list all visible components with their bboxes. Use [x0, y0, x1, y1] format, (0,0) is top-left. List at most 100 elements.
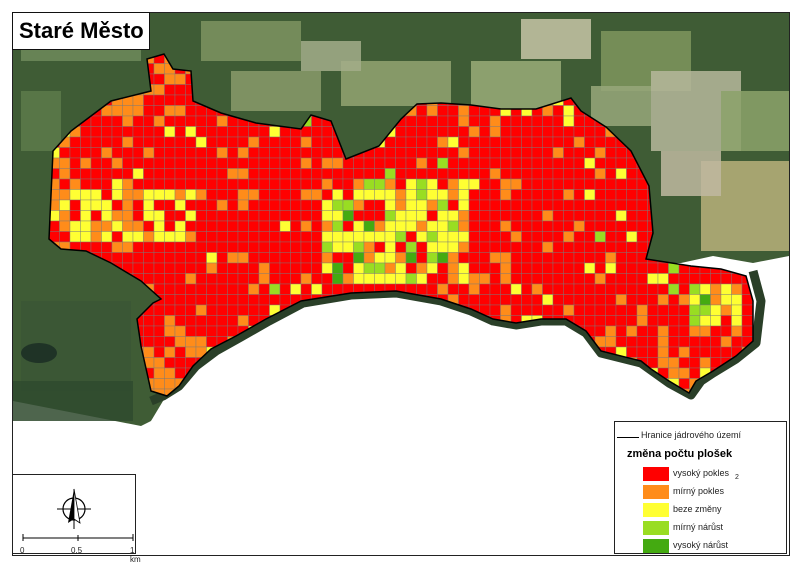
grid-cell: [594, 199, 606, 211]
grid-cell: [405, 273, 417, 285]
grid-cell: [290, 220, 302, 232]
grid-cell: [636, 294, 648, 306]
grid-cell: [416, 252, 428, 264]
legend-swatch: [643, 503, 669, 517]
grid-cell: [573, 136, 585, 148]
grid-cell: [248, 178, 260, 190]
grid-cell: [626, 304, 638, 316]
grid-cell: [426, 199, 438, 211]
grid-cell: [500, 262, 512, 274]
grid-cell: [626, 252, 638, 264]
grid-cell: [269, 189, 281, 201]
grid-cell: [132, 115, 144, 127]
grid-cell: [500, 294, 512, 306]
grid-cell: [626, 231, 638, 243]
grid-cell: [321, 126, 333, 138]
grid-cell: [185, 252, 197, 264]
grid-cell: [563, 199, 575, 211]
grid-cell: [279, 283, 291, 295]
grid-cell: [227, 294, 239, 306]
grid-cell: [122, 147, 134, 159]
scale-bar: [22, 534, 134, 541]
grid-cell: [626, 178, 638, 190]
grid-cell: [510, 168, 522, 180]
grid-cell: [248, 252, 260, 264]
grid-cell: [468, 168, 480, 180]
grid-cell: [710, 304, 722, 316]
grid-cell: [279, 262, 291, 274]
grid-cell: [80, 126, 92, 138]
grid-cell: [363, 157, 375, 169]
legend-boundary-label: Hranice jádrového území: [641, 430, 742, 440]
map-canvas[interactable]: [13, 13, 789, 555]
grid-cell: [573, 273, 585, 285]
grid-cell: [101, 189, 113, 201]
grid-cell: [269, 294, 281, 306]
grid-cell: [248, 241, 260, 253]
grid-cell: [59, 157, 71, 169]
grid-cell: [552, 189, 564, 201]
grid-cell: [710, 325, 722, 337]
grid-cell: [332, 231, 344, 243]
grid-cell: [500, 168, 512, 180]
grid-cell: [542, 283, 554, 295]
map-frame[interactable]: [12, 12, 790, 556]
grid-cell: [185, 241, 197, 253]
grid-cell: [164, 294, 176, 306]
grid-cell: [258, 294, 270, 306]
grid-cell: [122, 199, 134, 211]
grid-cell: [300, 210, 312, 222]
grid-cell: [185, 105, 197, 117]
grid-cell: [447, 220, 459, 232]
legend-stray-mark: 2: [735, 474, 739, 481]
grid-cell: [237, 262, 249, 274]
grid-cell: [216, 231, 228, 243]
grid-cell: [531, 147, 543, 159]
grid-cell: [552, 294, 564, 306]
grid-cell: [216, 294, 228, 306]
grid-cell: [584, 273, 596, 285]
grid-cell: [258, 210, 270, 222]
grid-cell: [321, 252, 333, 264]
field-patch: [13, 381, 133, 421]
grid-cell: [300, 283, 312, 295]
grid-cell: [468, 294, 480, 306]
grid-cell: [699, 273, 711, 285]
grid-cell: [90, 147, 102, 159]
grid-cell: [699, 304, 711, 316]
grid-cell: [531, 241, 543, 253]
grid-cell: [689, 283, 701, 295]
grid-cell: [164, 231, 176, 243]
grid-cell: [342, 231, 354, 243]
grid-cell: [563, 126, 575, 138]
grid-cell: [563, 168, 575, 180]
grid-cell: [531, 189, 543, 201]
grid-cell: [605, 157, 617, 169]
grid-cell: [458, 115, 470, 127]
grid-cell: [374, 210, 386, 222]
grid-cell: [521, 294, 533, 306]
grid-cell: [153, 252, 165, 264]
grid-cell: [605, 325, 617, 337]
grid-cell: [563, 105, 575, 117]
grid-cell: [647, 346, 659, 358]
grid-cell: [489, 262, 501, 274]
grid-cell: [69, 157, 81, 169]
grid-cell: [395, 157, 407, 169]
grid-cell: [132, 210, 144, 222]
grid-cell: [542, 147, 554, 159]
grid-cell: [552, 168, 564, 180]
grid-cell: [395, 126, 407, 138]
grid-cell: [510, 273, 522, 285]
grid-cell: [689, 367, 701, 379]
grid-cell: [132, 157, 144, 169]
grid-cell: [437, 199, 449, 211]
field-patch: [231, 71, 321, 111]
grid-cell: [563, 304, 575, 316]
grid-cell: [426, 220, 438, 232]
grid-cell: [122, 252, 134, 264]
grid-cell: [111, 105, 123, 117]
grid-cell: [552, 157, 564, 169]
grid-cell: [416, 273, 428, 285]
grid-cell: [248, 273, 260, 285]
